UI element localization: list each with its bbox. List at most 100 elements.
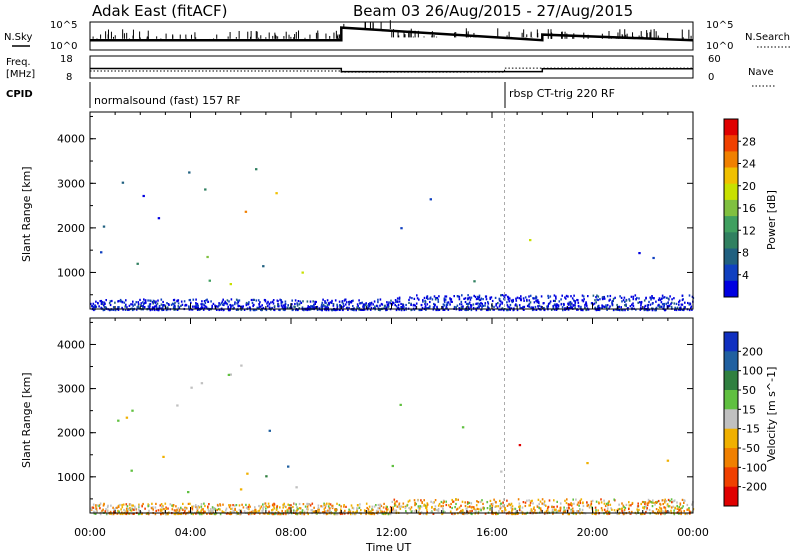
ground-cell: [475, 504, 478, 507]
ground-cell: [356, 306, 358, 309]
ground-cell: [627, 308, 629, 311]
ground-cell: [99, 513, 102, 516]
ground-cell: [177, 299, 180, 302]
ground-cell: [359, 308, 362, 311]
ground-cell: [564, 509, 567, 512]
scatter-cell: [268, 429, 271, 432]
ground-cell: [569, 302, 572, 305]
ground-cell: [539, 508, 542, 511]
ground-cell: [222, 298, 224, 301]
ground-cell: [518, 509, 521, 512]
ground-cell: [195, 302, 197, 305]
ground-cell: [462, 512, 464, 515]
ground-cell: [373, 505, 376, 508]
ground-cell: [489, 504, 491, 507]
ground-cell: [383, 304, 386, 308]
ground-cell: [172, 504, 175, 507]
ground-cell: [115, 506, 117, 510]
ground-cell: [245, 506, 248, 509]
ground-cell: [280, 304, 283, 307]
ground-cell: [283, 308, 286, 312]
ground-cell: [611, 301, 613, 304]
ground-cell: [655, 512, 658, 515]
ground-cell: [674, 308, 676, 311]
ground-cell: [308, 306, 311, 309]
ground-cell: [482, 304, 485, 307]
ground-cell: [150, 507, 153, 510]
ground-cell: [370, 303, 372, 306]
ground-cell: [516, 308, 519, 312]
ground-cell: [421, 501, 423, 504]
ground-cell: [661, 303, 664, 306]
ground-cell: [642, 506, 644, 509]
ground-cell: [507, 296, 510, 299]
noise-left-tick-bottom: 10^0: [50, 41, 77, 52]
ground-cell: [242, 305, 244, 308]
ground-cell: [676, 507, 679, 510]
ground-cell: [124, 305, 126, 308]
ground-cell: [266, 506, 269, 509]
ground-cell: [567, 306, 570, 310]
ground-cell: [442, 504, 444, 507]
ground-cell: [216, 508, 218, 512]
ground-cell: [577, 501, 580, 504]
ground-cell: [502, 501, 504, 504]
ground-cell: [91, 506, 94, 509]
ground-cell: [681, 506, 683, 509]
ground-cell: [353, 309, 355, 312]
ground-cell: [138, 509, 141, 512]
ground-cell: [466, 510, 469, 513]
ground-cell: [251, 509, 254, 512]
ground-cell: [500, 502, 503, 505]
ground-cell: [285, 306, 287, 309]
ground-cell: [211, 304, 213, 307]
ground-cell: [522, 305, 524, 309]
ground-cell: [321, 505, 324, 508]
velocity-panel-frame: [89, 317, 694, 514]
ground-cell: [580, 305, 582, 308]
ground-cell: [680, 303, 683, 306]
ground-cell: [151, 502, 153, 505]
ground-cell: [582, 504, 585, 508]
ground-cell: [370, 306, 373, 309]
ground-cell: [642, 512, 644, 516]
ground-cell: [664, 509, 667, 512]
ground-cell: [690, 307, 692, 310]
ground-cell: [648, 308, 651, 311]
ground-cell: [223, 303, 225, 307]
ground-cell: [629, 305, 632, 308]
ground-cell: [605, 502, 608, 505]
ground-cell: [263, 502, 266, 505]
ground-cell: [673, 302, 676, 305]
ground-cell: [154, 513, 157, 516]
ground-cell: [663, 512, 665, 515]
ground-cell: [543, 302, 545, 305]
ground-cell: [510, 299, 513, 302]
ground-cell: [114, 308, 117, 311]
ground-cell: [504, 507, 506, 510]
ground-cell: [606, 509, 609, 512]
ground-cell: [595, 301, 597, 304]
ground-cell: [667, 305, 670, 308]
ground-cell: [499, 303, 501, 306]
ground-cell: [318, 307, 321, 310]
x-tick-label: 20:00: [577, 526, 609, 539]
ground-cell: [547, 302, 550, 305]
ground-cell: [448, 504, 450, 507]
ground-cell: [155, 305, 157, 308]
ground-cell: [568, 513, 570, 516]
ground-cell: [473, 507, 475, 510]
ground-cell: [112, 308, 114, 311]
ground-cell: [559, 506, 562, 509]
ground-cell: [442, 510, 445, 513]
ground-cell: [367, 508, 370, 511]
ground-cell: [211, 306, 213, 310]
colorbar-segment: [724, 167, 738, 185]
ground-cell: [425, 513, 428, 516]
ground-cell: [601, 298, 604, 301]
ground-cell: [676, 501, 678, 504]
ground-cell: [443, 308, 446, 311]
ground-cell: [161, 505, 163, 508]
scatter-cell: [244, 210, 248, 213]
ground-cell: [456, 304, 459, 307]
